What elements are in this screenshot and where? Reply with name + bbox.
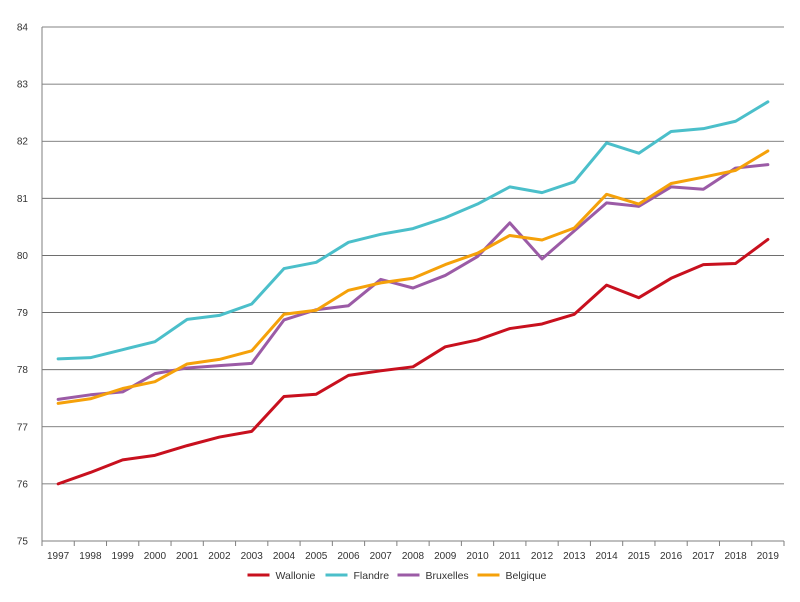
legend-label: Belgique [506, 570, 547, 582]
x-tick-label: 1998 [79, 551, 102, 562]
x-tick-label: 2005 [305, 551, 328, 562]
x-tick-label: 2004 [273, 551, 296, 562]
series-line-belgique [56, 149, 770, 405]
x-tick-label: 2002 [208, 551, 231, 562]
x-tick-label: 2009 [434, 551, 457, 562]
x-tick-labels: 1997 1998 1999 2000 2001 2002 2003 2004 2005 2006… [47, 551, 779, 562]
x-tick-label: 2018 [724, 551, 747, 562]
y-tick-label: 81 [17, 194, 29, 205]
x-tick-label: 2008 [402, 551, 425, 562]
x-tick-label: 2016 [660, 551, 683, 562]
x-tick-label: 2011 [499, 551, 521, 562]
y-tick-label: 75 [17, 537, 29, 548]
y-tick-label: 84 [17, 23, 29, 34]
y-tick-labels: 75 76 77 78 79 80 81 82 83 84 [17, 23, 29, 548]
gridlines [42, 26, 784, 485]
legend: Wallonie Flandre Bruxelles Belgique [247, 570, 547, 582]
legend-item-wallonie: Wallonie [247, 570, 316, 582]
series-line-wallonie [56, 237, 770, 486]
x-tick-label: 2014 [595, 551, 618, 562]
x-tick-label: 2006 [337, 551, 360, 562]
x-tick-label: 2001 [176, 551, 199, 562]
legend-item-bruxelles: Bruxelles [397, 570, 469, 582]
x-tick-label: 2019 [757, 551, 780, 562]
legend-item-belgique: Belgique [477, 570, 547, 582]
y-tick-label: 78 [17, 365, 29, 376]
y-tick-label: 79 [17, 308, 29, 319]
x-tick-label: 2012 [531, 551, 554, 562]
legend-label: Wallonie [276, 570, 316, 582]
x-tick-label: 2015 [628, 551, 651, 562]
axes [41, 27, 785, 546]
series-line-flandre [56, 100, 770, 361]
x-tick-label: 2003 [241, 551, 264, 562]
x-tick-label: 2010 [466, 551, 489, 562]
legend-label: Flandre [354, 570, 390, 582]
y-tick-label: 77 [17, 422, 29, 433]
y-tick-label: 80 [17, 251, 29, 262]
x-tick-label: 2007 [370, 551, 393, 562]
y-tick-label: 83 [17, 80, 29, 91]
x-tick-label: 1997 [47, 551, 70, 562]
x-tick-label: 2000 [144, 551, 167, 562]
y-tick-label: 82 [17, 137, 29, 148]
legend-item-flandre: Flandre [325, 570, 390, 582]
x-tick-label: 1999 [112, 551, 135, 562]
x-tick-label: 2017 [692, 551, 715, 562]
series-line-bruxelles [56, 163, 770, 401]
y-tick-label: 76 [17, 479, 29, 490]
series-lines [56, 100, 770, 486]
x-tick-label: 2013 [563, 551, 586, 562]
legend-label: Bruxelles [426, 570, 469, 582]
